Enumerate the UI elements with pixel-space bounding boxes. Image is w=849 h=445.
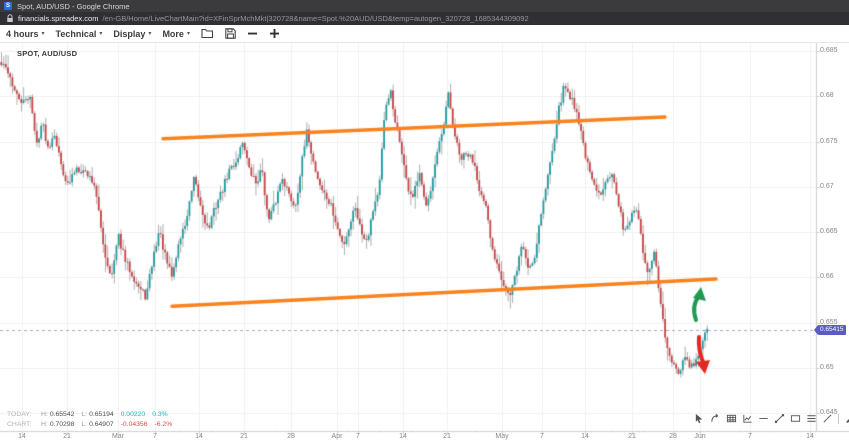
y-axis-label: 0.66 [820,273,834,281]
timeframe-menu[interactable]: 4 hours ▾ [6,28,45,39]
today-label: TODAY: [7,411,32,419]
rectangle-tool-icon[interactable] [790,413,801,424]
minus-icon [247,32,257,35]
chevron-down-icon: ▾ [186,31,190,37]
x-axis-label: 7 [356,433,360,440]
x-axis-label: Apr [331,433,343,440]
address-bar[interactable]: financials.spreadex.com/en-GB/Home/LiveC… [0,12,849,25]
chart-high: H: 0.70298 [41,420,75,428]
lock-icon [7,14,13,22]
x-axis-label: 7 [540,433,544,440]
y-axis-label: 0.67 [820,182,834,190]
chart-low: L: 0.64907 [81,420,114,428]
chevron-down-icon: ▾ [41,31,45,37]
x-axis-label: 14 [195,433,203,440]
x-axis-label: 21 [628,433,636,440]
x-axis-label: 14 [18,433,26,440]
today-high: H: 0.65542 [41,411,75,419]
today-stats-row: TODAY: H: 0.65542 L: 0.65194 0.00220 0.3% [7,410,172,420]
y-axis-label: 0.65 [820,363,834,371]
fib-lines-tool-icon[interactable] [806,413,817,424]
today-low: L: 0.65194 [81,411,114,419]
current-price-badge: 0.65415 [814,325,846,336]
y-axis-label: 0.685 [820,47,838,54]
x-axis-label: 28 [287,433,295,440]
chart-label: CHART: [7,420,32,428]
x-axis-label: 7 [153,433,157,440]
status-bar: TODAY: H: 0.65542 L: 0.65194 0.00220 0.3% … [7,410,172,429]
save-floppy-icon [225,28,236,39]
url-path: /en-GB/Home/LiveChartMain?id=XFinSprMchM… [102,14,529,23]
pencil-tool-icon[interactable] [844,413,849,424]
chart-toolbar: 4 hours ▾ Technical ▾ Display ▾ More ▾ [0,25,849,43]
chart-frame-tool-icon[interactable] [742,413,753,424]
y-axis-label: 0.645 [820,409,838,416]
plus-icon [269,29,279,38]
technical-menu[interactable]: Technical ▾ [55,28,103,39]
today-change: 0.00220 [120,411,146,419]
x-axis-label: May [495,433,509,440]
drawing-toolbar [694,413,849,424]
x-axis-label: Jun [694,433,706,440]
url-host: financials.spreadex.com [18,14,99,23]
display-menu[interactable]: Display ▾ [113,28,152,39]
x-axis-label: 28 [669,433,677,440]
chart-change-pct: -6.2% [154,420,173,428]
diagonal-line-tool-icon[interactable] [822,413,833,424]
today-change-pct: 0.3% [152,411,168,419]
zoom-in-button[interactable] [269,28,280,39]
zoom-out-button[interactable] [247,28,258,39]
more-menu[interactable]: More ▾ [162,28,190,39]
toolbar-separator [838,413,839,424]
chart-stats-row: CHART: H: 0.70298 L: 0.64907 -0.04356 -6.2… [7,420,172,430]
x-axis-label: 14 [581,433,589,440]
y-axis-label: 0.68 [820,92,834,100]
x-axis-label: 21 [443,433,451,440]
chart-change: -0.04356 [120,420,148,428]
instrument-label: SPOT, AUD/USD [17,49,78,58]
curved-arrow-tool-icon[interactable] [710,413,721,424]
spreadex-favicon: S [4,2,12,10]
grid-tool-icon[interactable] [726,413,737,424]
chevron-down-icon: ▾ [99,31,103,37]
current-price-value: 0.65415 [818,325,846,336]
chevron-down-icon: ▾ [148,31,152,37]
x-axis-label: Mar [111,433,125,440]
y-axis-label: 0.675 [820,137,838,145]
x-axis-label: 14 [806,433,814,440]
x-axis-label: 21 [63,433,71,440]
open-chart-button[interactable] [201,28,214,39]
trendline-tool-icon[interactable] [774,413,785,424]
save-chart-button[interactable] [225,28,236,39]
window-titlebar: S Spot, AUD/USD - Google Chrome [0,0,849,12]
open-folder-icon [201,28,214,39]
pointer-tool-icon[interactable] [694,413,705,424]
x-axis-label: 7 [748,433,752,440]
y-axis-label: 0.655 [820,318,838,326]
x-axis-label: 14 [399,433,407,440]
window-title: Spot, AUD/USD - Google Chrome [17,1,130,11]
horizontal-line-tool-icon[interactable] [758,413,769,424]
badge-notch-icon [814,325,818,336]
x-axis-label: 21 [240,433,248,440]
y-axis-label: 0.665 [820,228,838,235]
